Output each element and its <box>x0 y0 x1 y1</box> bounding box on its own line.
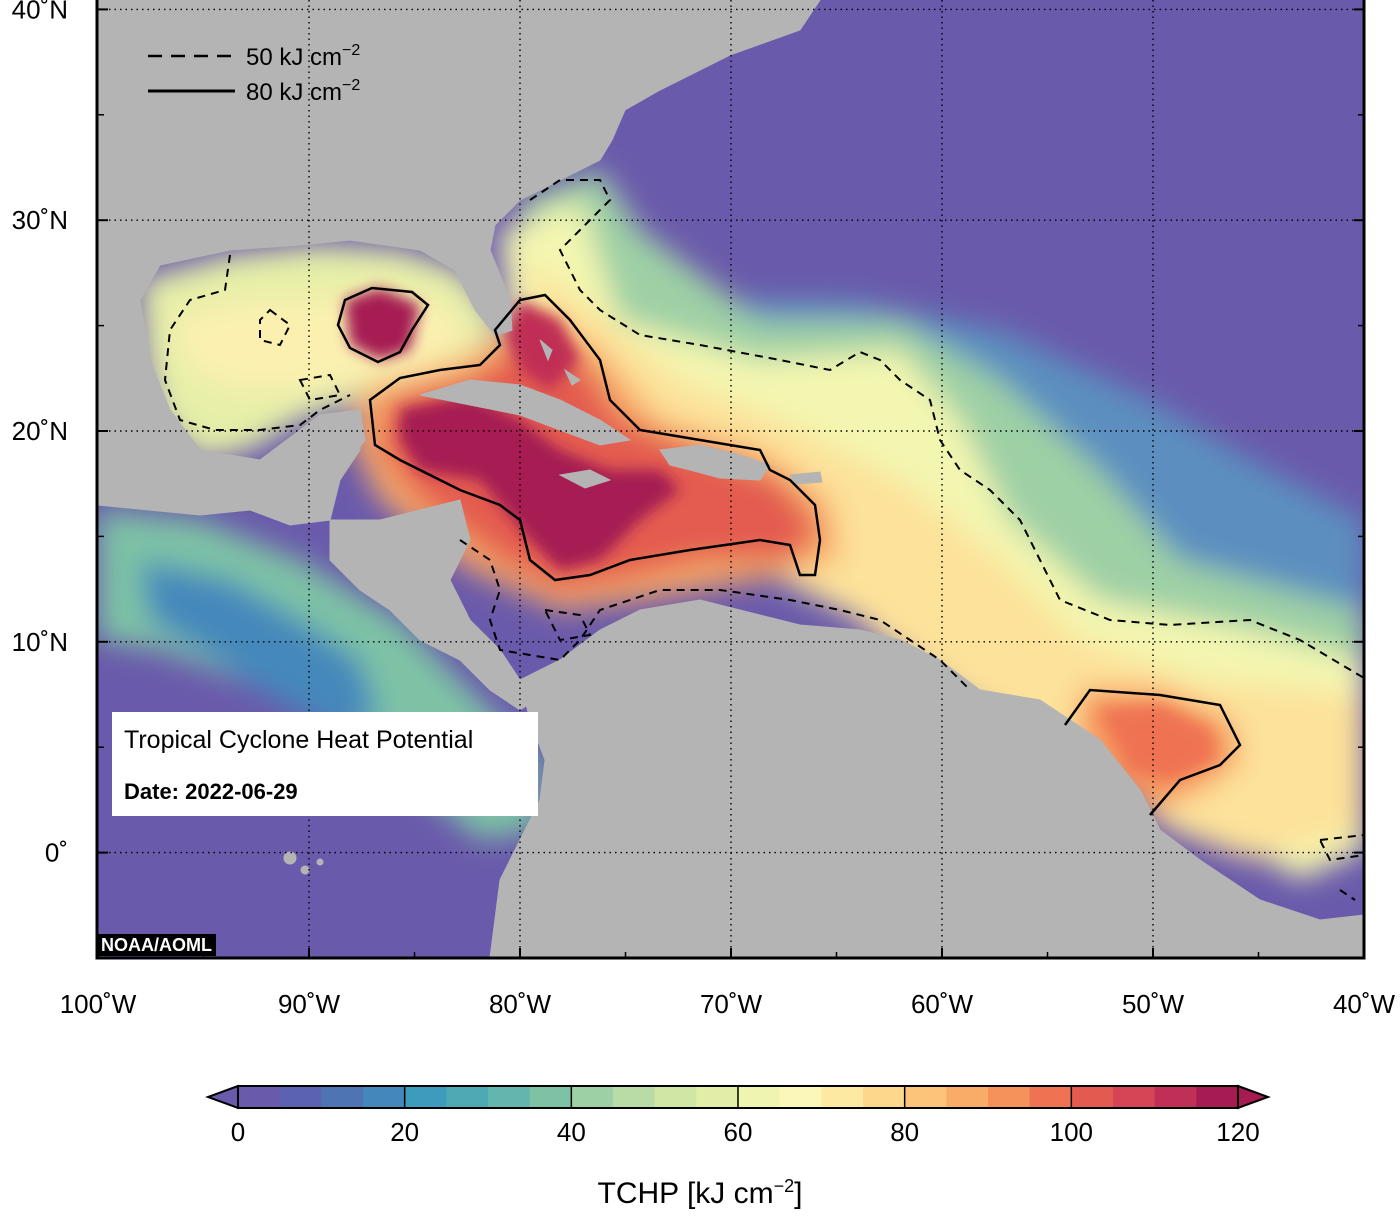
colorbar-label: TCHP [kJ cm−2] <box>597 1176 803 1210</box>
colorbar-segment <box>488 1086 531 1108</box>
colorbar-segment <box>863 1086 906 1108</box>
legend-solid-label: 80 kJ cm−2 <box>246 77 360 106</box>
colorbar-tick-label: 40 <box>557 1117 586 1147</box>
colorbar-segment <box>238 1086 281 1108</box>
colorbar-tick-label: 60 <box>724 1117 753 1147</box>
lat-tick-label: 0˚ <box>45 838 68 868</box>
colorbar-segment <box>738 1086 781 1108</box>
colorbar-segment <box>1196 1086 1239 1108</box>
lat-tick-label: 30˚N <box>12 205 68 235</box>
credit-badge: NOAA/AOML <box>97 934 216 956</box>
colorbar-tick-labels: 0 20 40 60 80 100 120 <box>231 1117 1260 1147</box>
contour-50 <box>163 179 1364 901</box>
lon-tick-label: 100˚W <box>60 989 137 1019</box>
colorbar-segment <box>946 1086 989 1108</box>
lon-tick-label: 70˚W <box>700 989 763 1019</box>
colorbar-segment <box>446 1086 489 1108</box>
contour-legend: 50 kJ cm−2 80 kJ cm−2 <box>148 42 360 106</box>
colorbar-segment <box>571 1086 614 1108</box>
info-box: Tropical Cyclone Heat Potential Date: 20… <box>112 712 538 816</box>
colorbar-segment <box>1154 1086 1197 1108</box>
colorbar-segment <box>404 1086 447 1108</box>
colorbar-tick-label: 80 <box>890 1117 919 1147</box>
info-title: Tropical Cyclone Heat Potential <box>124 726 474 754</box>
colorbar-segment <box>821 1086 864 1108</box>
colorbar-segment <box>1113 1086 1156 1108</box>
lon-tick-label: 40˚W <box>1333 989 1396 1019</box>
colorbar-segment <box>1029 1086 1072 1108</box>
colorbar-segment <box>363 1086 406 1108</box>
colorbar-tick-label: 100 <box>1050 1117 1093 1147</box>
lon-tick-label: 60˚W <box>911 989 974 1019</box>
axis-labels: 100˚W 90˚W 80˚W 70˚W 60˚W 50˚W 40˚W 0˚ 10˚N 20˚N 3… <box>12 0 1396 1019</box>
colorbar-segment <box>988 1086 1031 1108</box>
lat-tick-label: 10˚N <box>12 627 68 657</box>
colorbar-segment <box>696 1086 739 1108</box>
info-date: Date: 2022-06-29 <box>124 779 298 804</box>
colorbar-segment <box>904 1086 947 1108</box>
map-area <box>98 0 1364 958</box>
colorbar-segment <box>779 1086 822 1108</box>
lon-tick-label: 80˚W <box>489 989 552 1019</box>
land <box>98 0 1364 958</box>
colorbar-max-arrow <box>1237 1084 1271 1110</box>
colorbar-tick-label: 120 <box>1216 1117 1259 1147</box>
colorbar <box>205 1084 1271 1110</box>
colorbar-segment <box>654 1086 697 1108</box>
colorbar-segment <box>529 1086 572 1108</box>
colorbar-segment <box>1071 1086 1114 1108</box>
colorbar-segment <box>321 1086 364 1108</box>
contour-80 <box>336 286 1242 816</box>
lat-tick-label: 40˚N <box>12 0 68 24</box>
heat-core-field <box>345 288 1215 780</box>
colorbar-tick-label: 20 <box>390 1117 419 1147</box>
lon-tick-label: 90˚W <box>278 989 341 1019</box>
colorbar-segment <box>279 1086 322 1108</box>
legend-dashed-label: 50 kJ cm−2 <box>246 42 360 71</box>
lon-tick-label: 50˚W <box>1122 989 1185 1019</box>
colorbar-min-arrow <box>205 1084 239 1110</box>
colorbar-tick-label: 0 <box>231 1117 245 1147</box>
axis-ticks <box>97 8 1365 959</box>
lat-tick-label: 20˚N <box>12 416 68 446</box>
colorbar-segment <box>613 1086 656 1108</box>
